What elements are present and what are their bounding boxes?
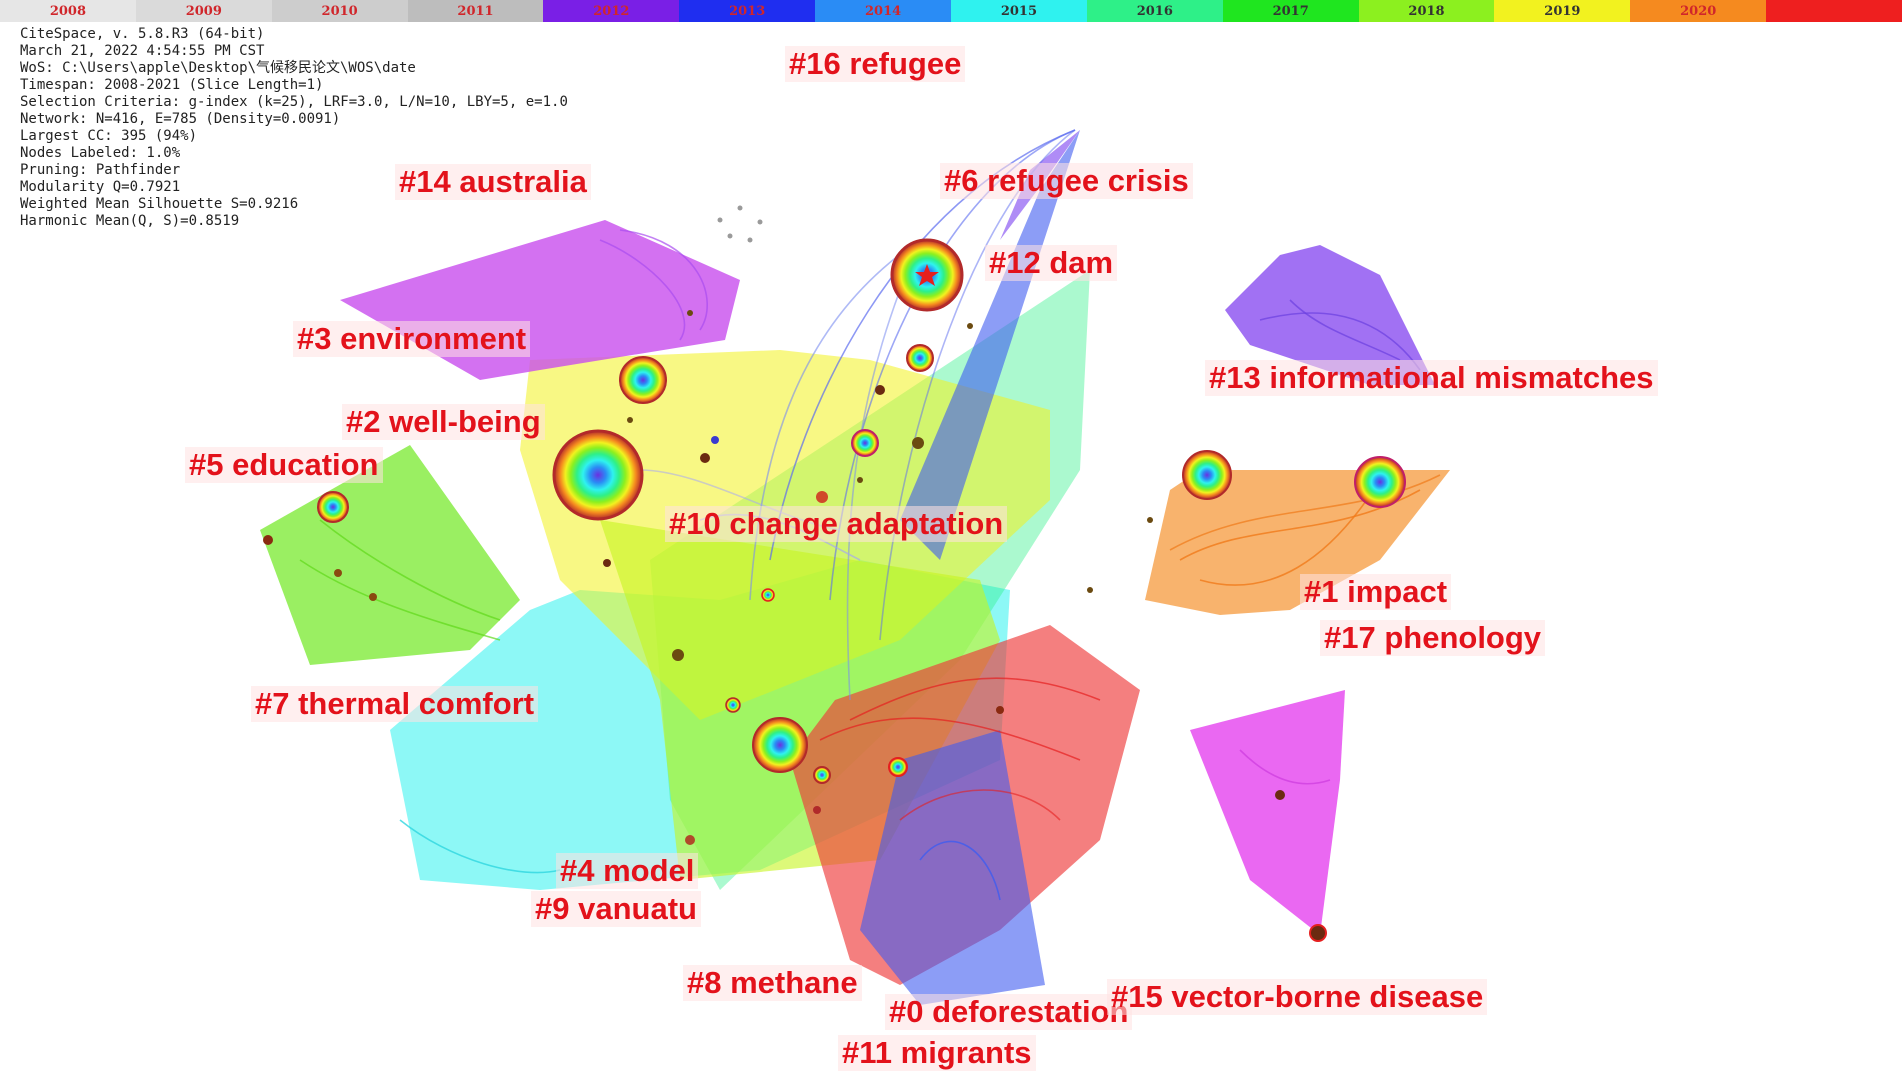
year-swatch: 2014 [815, 0, 952, 22]
node-change-adaptation [851, 429, 879, 457]
node-small-ring-b [725, 697, 741, 713]
network-summary-text: CiteSpace, v. 5.8.R3 (64-bit) March 21, 2… [20, 26, 568, 230]
cluster-label-15: #15 vector-borne disease [1107, 979, 1488, 1015]
summary-line: Harmonic Mean(Q, S)=0.8519 [20, 213, 240, 229]
hull-blue-migrants [860, 730, 1045, 1005]
cluster-hulls [260, 130, 1450, 1005]
summary-line: Network: N=416, E=785 (Density=0.0091) [20, 111, 341, 127]
citation-ring-nodes [317, 238, 1406, 784]
node-impact-right [1354, 456, 1406, 508]
cluster-label-16: #16 refugee [785, 46, 966, 82]
summary-line: Pruning: Pathfinder [20, 162, 181, 178]
cluster-label-4: #4 model [556, 853, 699, 889]
summary-line: Weighted Mean Silhouette S=0.9216 [20, 196, 299, 212]
node-environment [619, 356, 667, 404]
year-swatch: 2010 [271, 0, 408, 22]
cluster-label-10: #10 change adaptation [665, 506, 1008, 542]
cluster-label-11: #11 migrants [838, 1035, 1036, 1071]
node-model [752, 717, 808, 773]
year-color-legend: 2008 2009 2010 2011 2012 2013 2014 2015 2016 2017… [0, 0, 1902, 22]
year-swatch: 2008 [0, 0, 136, 22]
hull-magenta-vector [1190, 690, 1345, 935]
node-impact-left [1182, 450, 1232, 500]
hull-purple-mismatch [1225, 245, 1435, 385]
cluster-label-14: #14 australia [395, 164, 591, 200]
summary-line: CiteSpace, v. 5.8.R3 (64-bit) [20, 26, 265, 42]
node-star-marker [915, 264, 939, 286]
summary-line: Largest CC: 395 (94%) [20, 128, 198, 144]
hull-blue-wedge [900, 130, 1080, 560]
year-swatch: 2015 [951, 0, 1087, 22]
cluster-label-3: #3 environment [293, 321, 531, 357]
node-small-ring-c [761, 588, 775, 602]
node-education [317, 491, 349, 523]
cluster-label-8: #8 methane [683, 965, 862, 1001]
year-swatch: 2013 [679, 0, 816, 22]
cluster-label-9: #9 vanuatu [531, 891, 701, 927]
node-large-wellbeing [552, 429, 644, 521]
summary-line: WoS: C:\Users\apple\Desktop\气候移民论文\WOS\d… [20, 60, 416, 76]
cluster-label-1: #1 impact [1300, 574, 1452, 610]
year-swatch: 2009 [135, 0, 272, 22]
cluster-label-2: #2 well-being [342, 404, 545, 440]
year-swatch: 2016 [1086, 0, 1223, 22]
summary-line: March 21, 2022 4:54:55 PM CST [20, 43, 265, 59]
cluster-label-7: #7 thermal comfort [251, 686, 539, 722]
node-small-ring-a [813, 766, 831, 784]
cluster-label-13: #13 informational mismatches [1205, 360, 1658, 396]
year-swatch: 2012 [543, 0, 680, 22]
year-swatch: 2018 [1358, 0, 1495, 22]
cluster-label-5: #5 education [185, 447, 383, 483]
summary-line: Modularity Q=0.7921 [20, 179, 181, 195]
summary-line: Nodes Labeled: 1.0% [20, 145, 181, 161]
summary-line: Selection Criteria: g-index (k=25), LRF=… [20, 94, 568, 110]
node-methane [888, 757, 908, 777]
year-swatch [1766, 0, 1902, 22]
year-swatch: 2020 [1630, 0, 1767, 22]
year-swatch: 2017 [1222, 0, 1359, 22]
node-dam [906, 344, 934, 372]
year-swatch: 2019 [1494, 0, 1631, 22]
cluster-label-6: #6 refugee crisis [940, 163, 1193, 199]
year-swatch: 2011 [407, 0, 544, 22]
cluster-label-12: #12 dam [985, 245, 1118, 281]
summary-line: Timespan: 2008-2021 (Slice Length=1) [20, 77, 324, 93]
cluster-label-0: #0 deforestation [885, 994, 1133, 1030]
cluster-label-17: #17 phenology [1320, 620, 1546, 656]
